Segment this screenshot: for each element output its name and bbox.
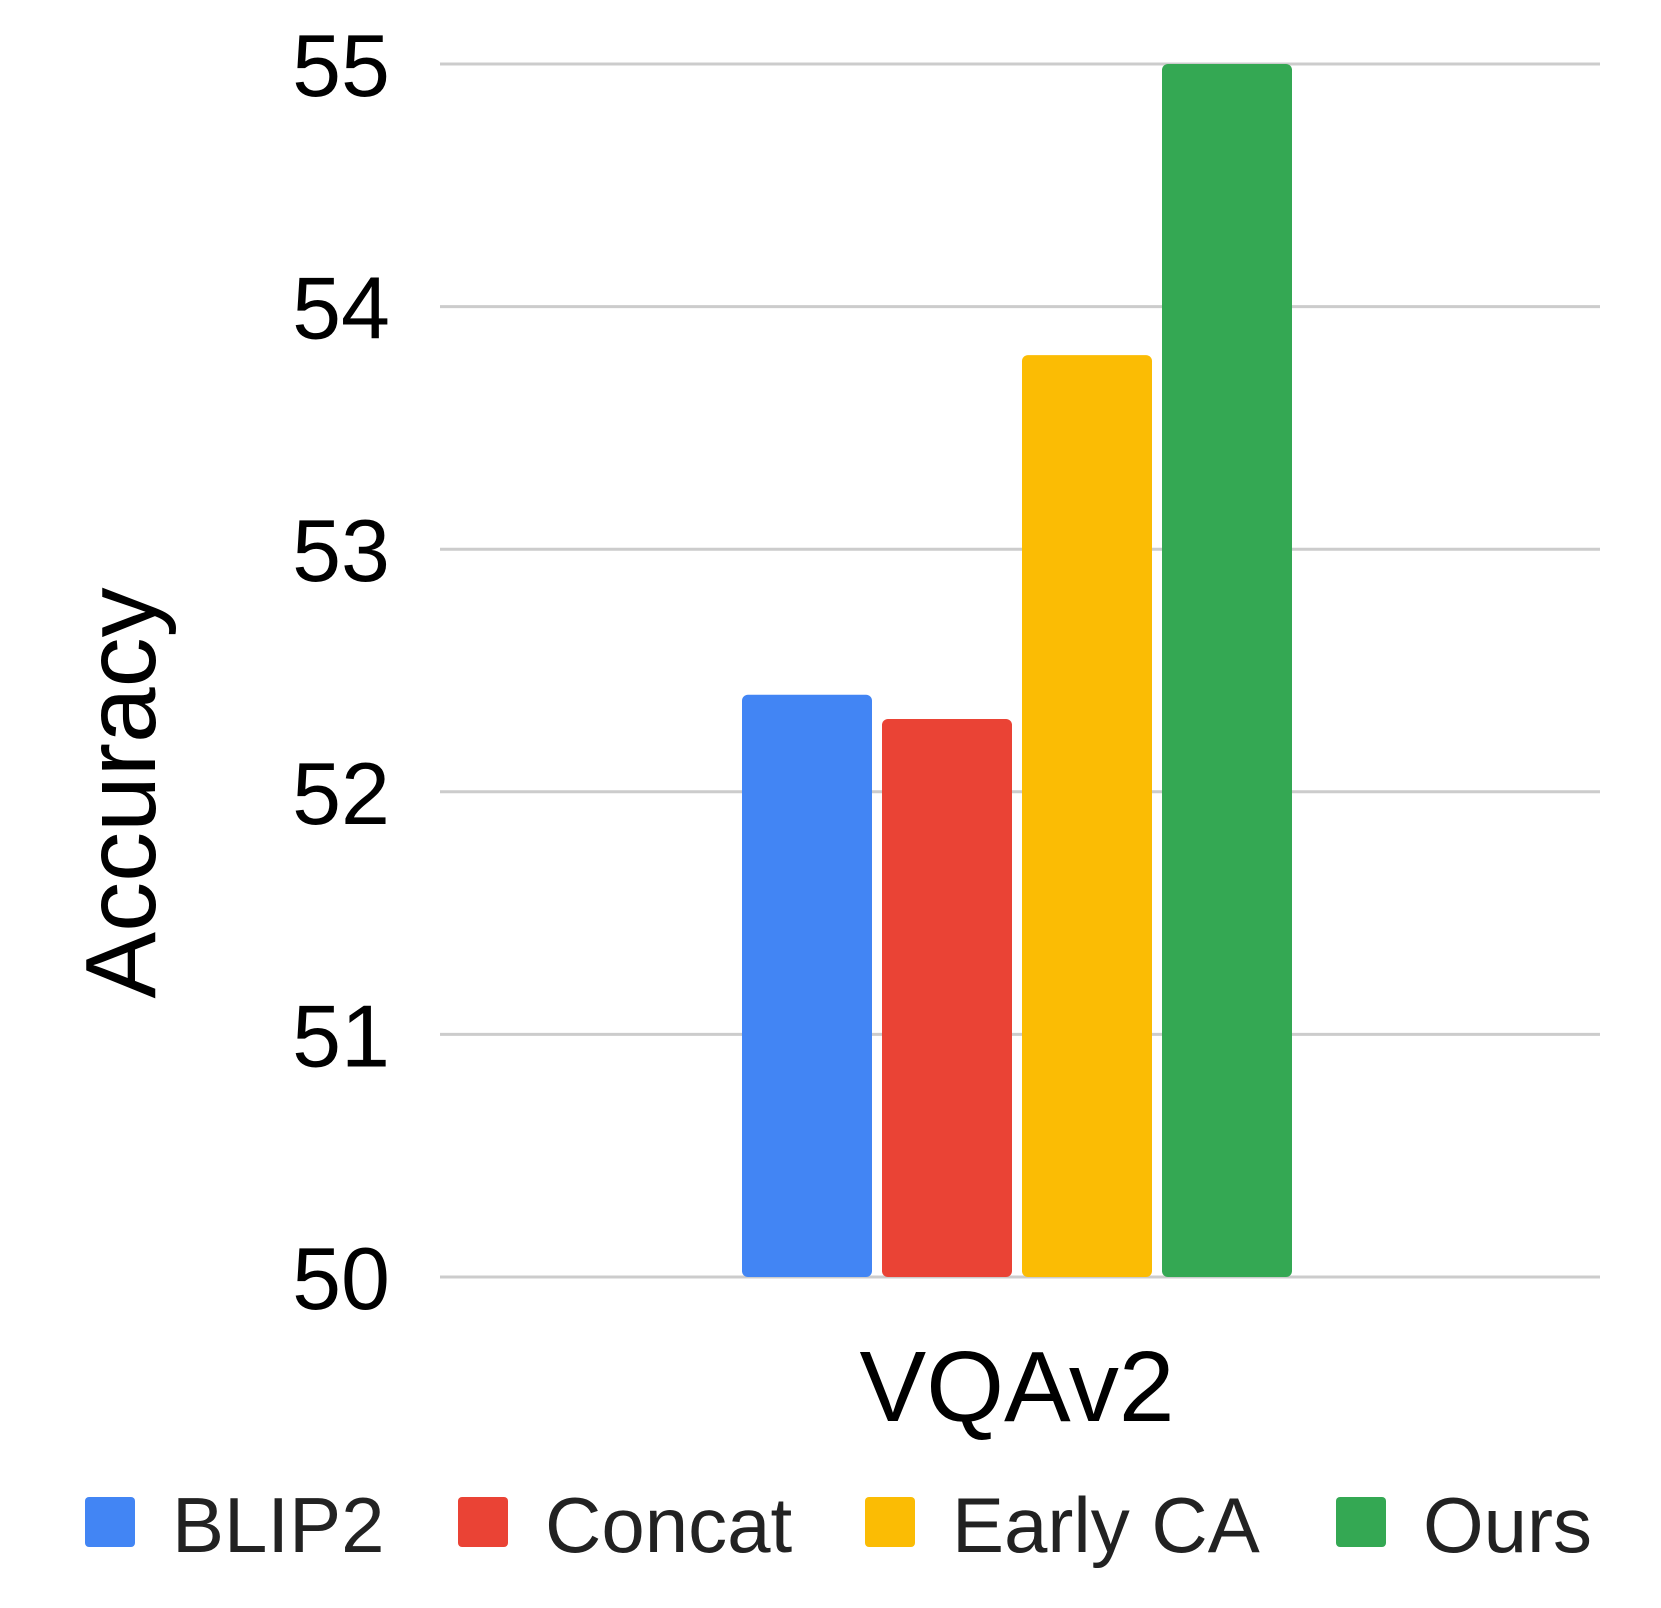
bar-concat xyxy=(882,719,1012,1277)
y-tick-label: 55 xyxy=(292,16,390,115)
gridlines xyxy=(440,62,1600,1279)
bar-ours xyxy=(1162,64,1292,1277)
legend: BLIP2 Concat Early CA Ours xyxy=(85,1481,1592,1569)
bar-blip2 xyxy=(742,694,872,1277)
legend-label: Early CA xyxy=(952,1481,1260,1569)
y-tick-label: 50 xyxy=(292,1229,390,1328)
legend-label: Ours xyxy=(1423,1481,1592,1569)
y-tick-label: 54 xyxy=(292,259,390,358)
bars xyxy=(742,64,1292,1277)
legend-swatch xyxy=(85,1497,135,1547)
y-axis-label: Accuracy xyxy=(65,587,177,998)
x-axis-ticks: VQAv2 xyxy=(860,1331,1175,1443)
legend-swatch xyxy=(1336,1497,1386,1547)
y-tick-label: 53 xyxy=(292,501,390,600)
legend-swatch xyxy=(458,1497,508,1547)
y-tick-label: 51 xyxy=(292,986,390,1085)
y-tick-label: 52 xyxy=(292,744,390,843)
legend-swatch xyxy=(865,1497,915,1547)
x-tick-label: VQAv2 xyxy=(860,1331,1175,1443)
bar-early-ca xyxy=(1022,355,1152,1277)
legend-label: Concat xyxy=(545,1481,792,1569)
legend-label: BLIP2 xyxy=(172,1481,384,1569)
y-axis-ticks: 50 51 52 53 54 55 xyxy=(292,16,390,1328)
